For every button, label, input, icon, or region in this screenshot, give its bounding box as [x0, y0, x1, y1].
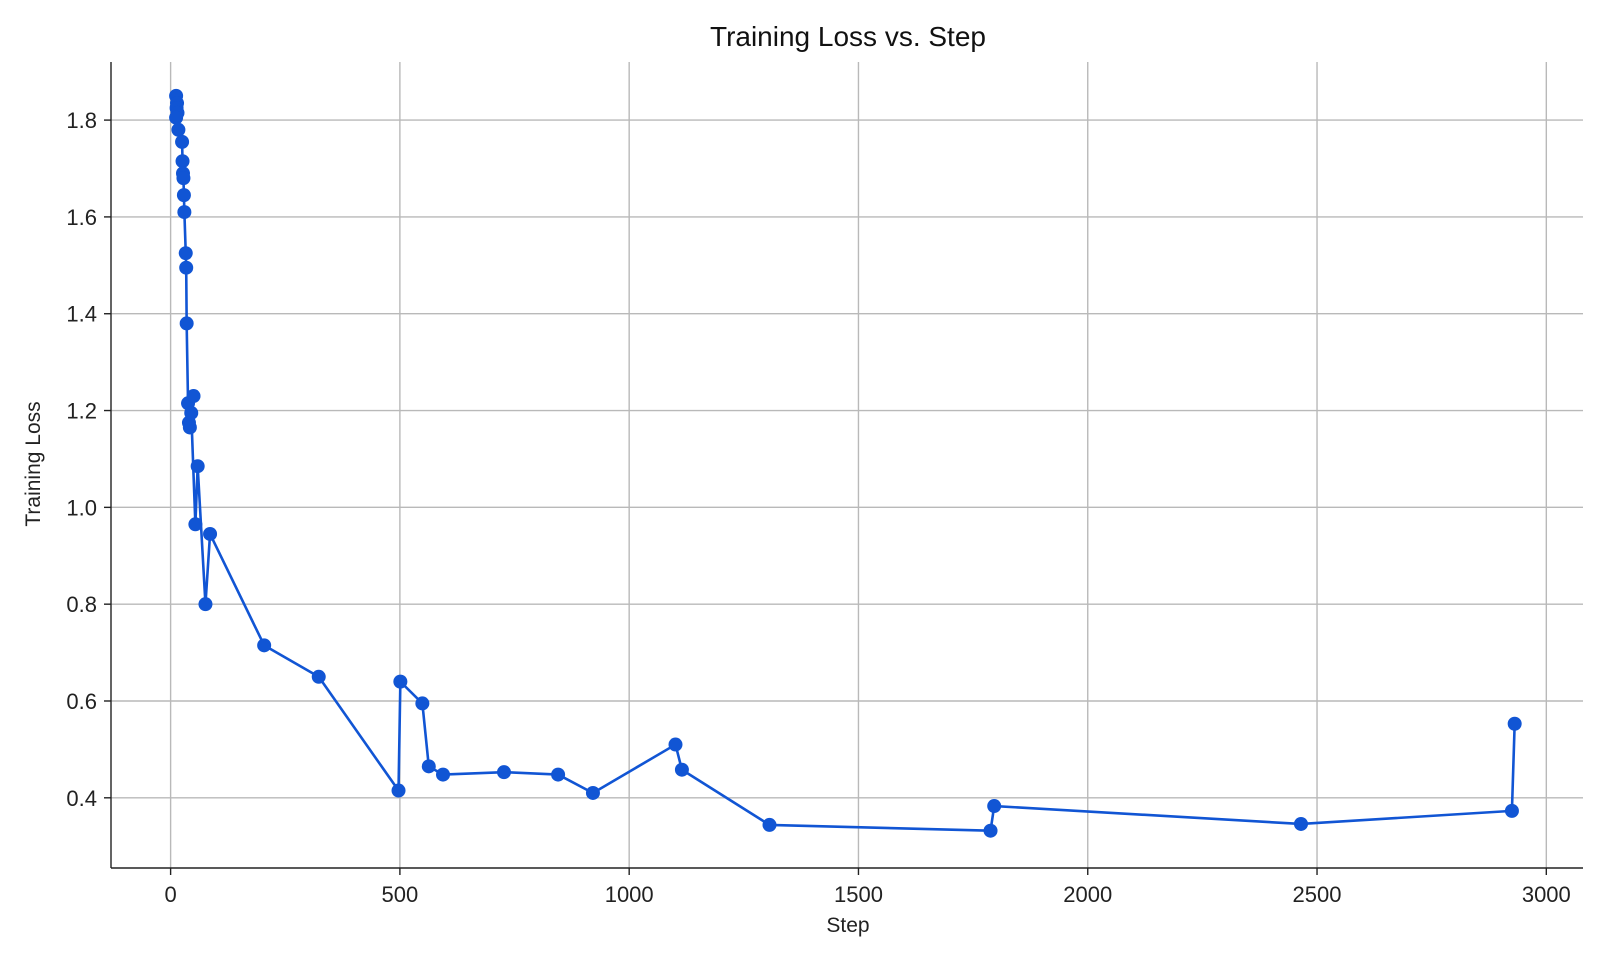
- chart-title: Training Loss vs. Step: [710, 21, 986, 52]
- data-point-27: [393, 674, 408, 689]
- x-tick-label-3: 1500: [834, 882, 883, 907]
- data-point-26: [391, 783, 406, 798]
- data-point-30: [436, 767, 451, 782]
- data-point-19: [184, 405, 199, 420]
- data-point-4: [169, 110, 184, 125]
- data-point-6: [175, 134, 190, 149]
- data-point-29: [421, 759, 436, 774]
- x-tick-label-5: 2500: [1293, 882, 1342, 907]
- y-axis-ticks: 0.4 0.6 0.8 1.0 1.2 1.4 1.6 1.8: [66, 108, 111, 811]
- axes-spines: [110, 62, 1583, 869]
- y-tick-label-1: 0.6: [66, 689, 97, 714]
- y-tick-label-0: 0.4: [66, 786, 97, 811]
- data-point-28: [415, 696, 430, 711]
- data-point-41: [1507, 716, 1522, 731]
- data-point-7: [175, 154, 190, 169]
- data-point-36: [762, 817, 777, 832]
- data-point-5: [171, 122, 186, 137]
- data-point-25: [311, 669, 326, 684]
- data-point-32: [551, 767, 566, 782]
- x-tick-label-1: 500: [382, 882, 419, 907]
- data-point-34: [668, 737, 683, 752]
- x-axis-ticks: 0 500 1000 1500 2000 2500 3000: [164, 868, 1571, 907]
- y-tick-label-2: 0.8: [66, 592, 97, 617]
- grid-lines: [111, 62, 1583, 868]
- x-tick-label-4: 2000: [1063, 882, 1112, 907]
- data-point-13: [179, 260, 194, 275]
- data-point-21: [190, 459, 205, 474]
- y-tick-label-3: 1.0: [66, 495, 97, 520]
- data-point-35: [674, 762, 689, 777]
- data-point-22: [198, 597, 213, 612]
- data-point-12: [178, 246, 193, 261]
- series-line: [174, 95, 1516, 833]
- data-point-38: [987, 799, 1002, 814]
- y-axis-label: Training Loss: [22, 401, 45, 526]
- data-point-31: [496, 765, 511, 780]
- x-axis-label: Step: [826, 914, 869, 937]
- y-tick-label-4: 1.2: [66, 399, 97, 424]
- data-point-10: [176, 188, 191, 203]
- data-point-37: [983, 823, 998, 838]
- data-point-17: [182, 420, 197, 435]
- data-point-24: [257, 638, 272, 653]
- series-training-loss: [169, 88, 1522, 838]
- data-point-20: [188, 517, 203, 532]
- data-point-39: [1293, 816, 1308, 831]
- data-point-14: [179, 316, 194, 331]
- x-tick-label-6: 3000: [1522, 882, 1571, 907]
- y-tick-label-5: 1.4: [66, 302, 97, 327]
- data-point-9: [176, 171, 191, 186]
- data-point-18: [186, 389, 201, 404]
- data-point-40: [1504, 803, 1519, 818]
- y-tick-label-6: 1.6: [66, 205, 97, 230]
- data-point-33: [585, 785, 600, 800]
- x-tick-label-0: 0: [164, 882, 176, 907]
- data-point-23: [203, 526, 218, 541]
- data-point-11: [177, 205, 192, 220]
- y-tick-label-7: 1.8: [66, 108, 97, 133]
- x-tick-label-2: 1000: [605, 882, 654, 907]
